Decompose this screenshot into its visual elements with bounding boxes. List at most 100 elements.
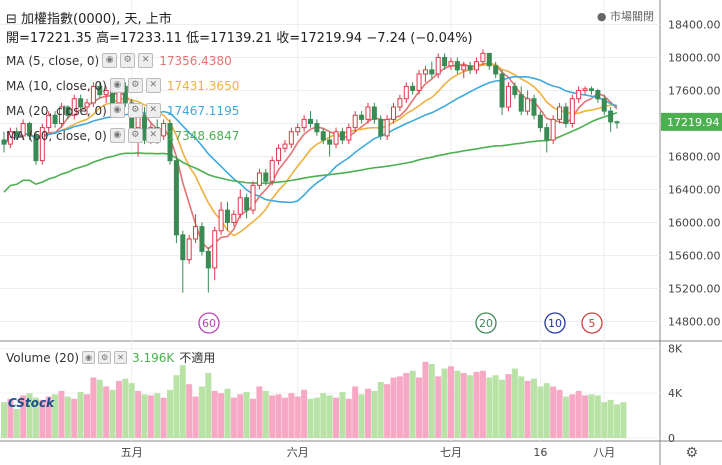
volume-bar (396, 376, 403, 438)
candle-body (256, 172, 262, 186)
volume-bar (192, 396, 199, 438)
gear-icon[interactable]: ⚙ (127, 128, 143, 143)
price-tick-label: 17600.00 (668, 85, 721, 98)
volume-bar (141, 394, 148, 438)
close-icon[interactable]: ✕ (145, 78, 161, 93)
ma-legend-row: MA (60, close, 0) ◉ ⚙ ✕ 17348.6847 (6, 128, 239, 143)
gear-icon[interactable]: ⚙ (98, 351, 112, 364)
candle-body (359, 114, 365, 120)
candle-body (122, 85, 128, 104)
candle-body (231, 213, 237, 223)
ma-value: 17356.4380 (159, 53, 232, 68)
volume-tick-label: 8K (668, 342, 683, 355)
candle-body (295, 127, 301, 133)
volume-bar (441, 368, 448, 438)
volume-bar (205, 373, 212, 438)
eye-icon[interactable]: ◉ (109, 128, 125, 143)
candle-body (224, 209, 230, 223)
volume-bar (601, 402, 608, 438)
ohlc-readout: 開=17221.35 高=17233.11 低=17139.21 收=17219… (6, 27, 473, 46)
volume-bar (447, 366, 454, 438)
price-tick-label: 15200.00 (668, 283, 721, 296)
volume-bar (262, 390, 269, 438)
ma-marker-label: 10 (548, 317, 562, 330)
volume-bar (224, 388, 231, 438)
candle-body (384, 118, 390, 137)
volume-bar (364, 388, 371, 438)
eye-icon[interactable]: ◉ (109, 78, 125, 93)
close-icon[interactable]: ✕ (114, 351, 128, 364)
gear-icon[interactable]: ⚙ (127, 78, 143, 93)
high-label: 高 (96, 31, 110, 46)
volume-bar (435, 376, 442, 438)
volume-bar (562, 396, 569, 438)
candle-body (512, 85, 518, 96)
volume-bar (339, 392, 346, 438)
candle-body (371, 106, 377, 120)
ma-label: MA (10, close, 0) (6, 78, 107, 93)
volume-bar (211, 390, 218, 438)
candle-body (244, 197, 250, 211)
time-tick-label: 16 (533, 446, 547, 459)
close-icon[interactable]: ✕ (145, 103, 161, 118)
candle-body (84, 102, 90, 108)
candle-body (288, 131, 294, 145)
volume-bar (186, 384, 193, 438)
candle-body (435, 57, 441, 75)
open-label: 開 (6, 31, 20, 46)
volume-legend: Volume (20) ◉ ⚙ ✕ 3.196K 不適用 (6, 349, 215, 366)
time-tick-label: 六月 (287, 446, 309, 459)
volume-bar (294, 396, 301, 438)
gear-icon[interactable]: ⚙ (127, 103, 143, 118)
volume-bar (32, 397, 39, 438)
candle-body (20, 123, 26, 137)
candle-body (1, 139, 7, 145)
ma-value: 17431.3650 (166, 78, 240, 93)
candle-body (403, 85, 409, 100)
volume-tick-label: 4K (668, 387, 683, 400)
volume-bar (307, 398, 314, 438)
candle-body (314, 123, 320, 133)
candle-body (480, 52, 486, 63)
candle-body (276, 147, 282, 162)
candle-body (595, 90, 601, 100)
candle-body (180, 234, 186, 261)
volume-bar (422, 361, 429, 438)
ma-marker-circle (475, 312, 497, 334)
price-tick-label: 16000.00 (668, 217, 721, 230)
candle-body (301, 118, 307, 129)
volume-value: 3.196K (132, 350, 175, 365)
symbol-title[interactable]: ⊟ 加權指數(0000), 天, 上市 (6, 12, 172, 27)
volume-bar (154, 393, 161, 438)
eye-icon[interactable]: ◉ (109, 103, 125, 118)
volume-bar (326, 395, 333, 438)
candle-body (103, 90, 109, 96)
settings-gear-icon[interactable]: ⚙ (685, 445, 698, 461)
volume-bar (371, 390, 378, 438)
volume-label: Volume (20) (6, 350, 80, 365)
volume-bar (90, 377, 97, 438)
volume-bar (301, 389, 308, 438)
candle-body (557, 106, 563, 120)
candle-body (531, 98, 537, 116)
candle-body (161, 123, 167, 137)
candle-body (78, 98, 84, 108)
volume-bar (550, 386, 557, 438)
candle-body (608, 110, 614, 123)
close-icon[interactable]: ✕ (145, 128, 161, 143)
volume-bar (128, 383, 135, 438)
candle-body (410, 85, 416, 91)
volume-status: 不適用 (179, 351, 216, 365)
candle-body (263, 172, 269, 182)
candle-body (327, 139, 333, 145)
volume-bar (543, 383, 550, 438)
candle-body (212, 230, 218, 269)
volume-bar (473, 371, 480, 438)
gear-icon[interactable]: ⚙ (120, 53, 136, 68)
close-icon[interactable]: ✕ (138, 53, 154, 68)
volume-bar (115, 380, 122, 438)
volume-bar (7, 398, 14, 438)
eye-icon[interactable]: ◉ (82, 351, 96, 364)
eye-icon[interactable]: ◉ (102, 53, 118, 68)
